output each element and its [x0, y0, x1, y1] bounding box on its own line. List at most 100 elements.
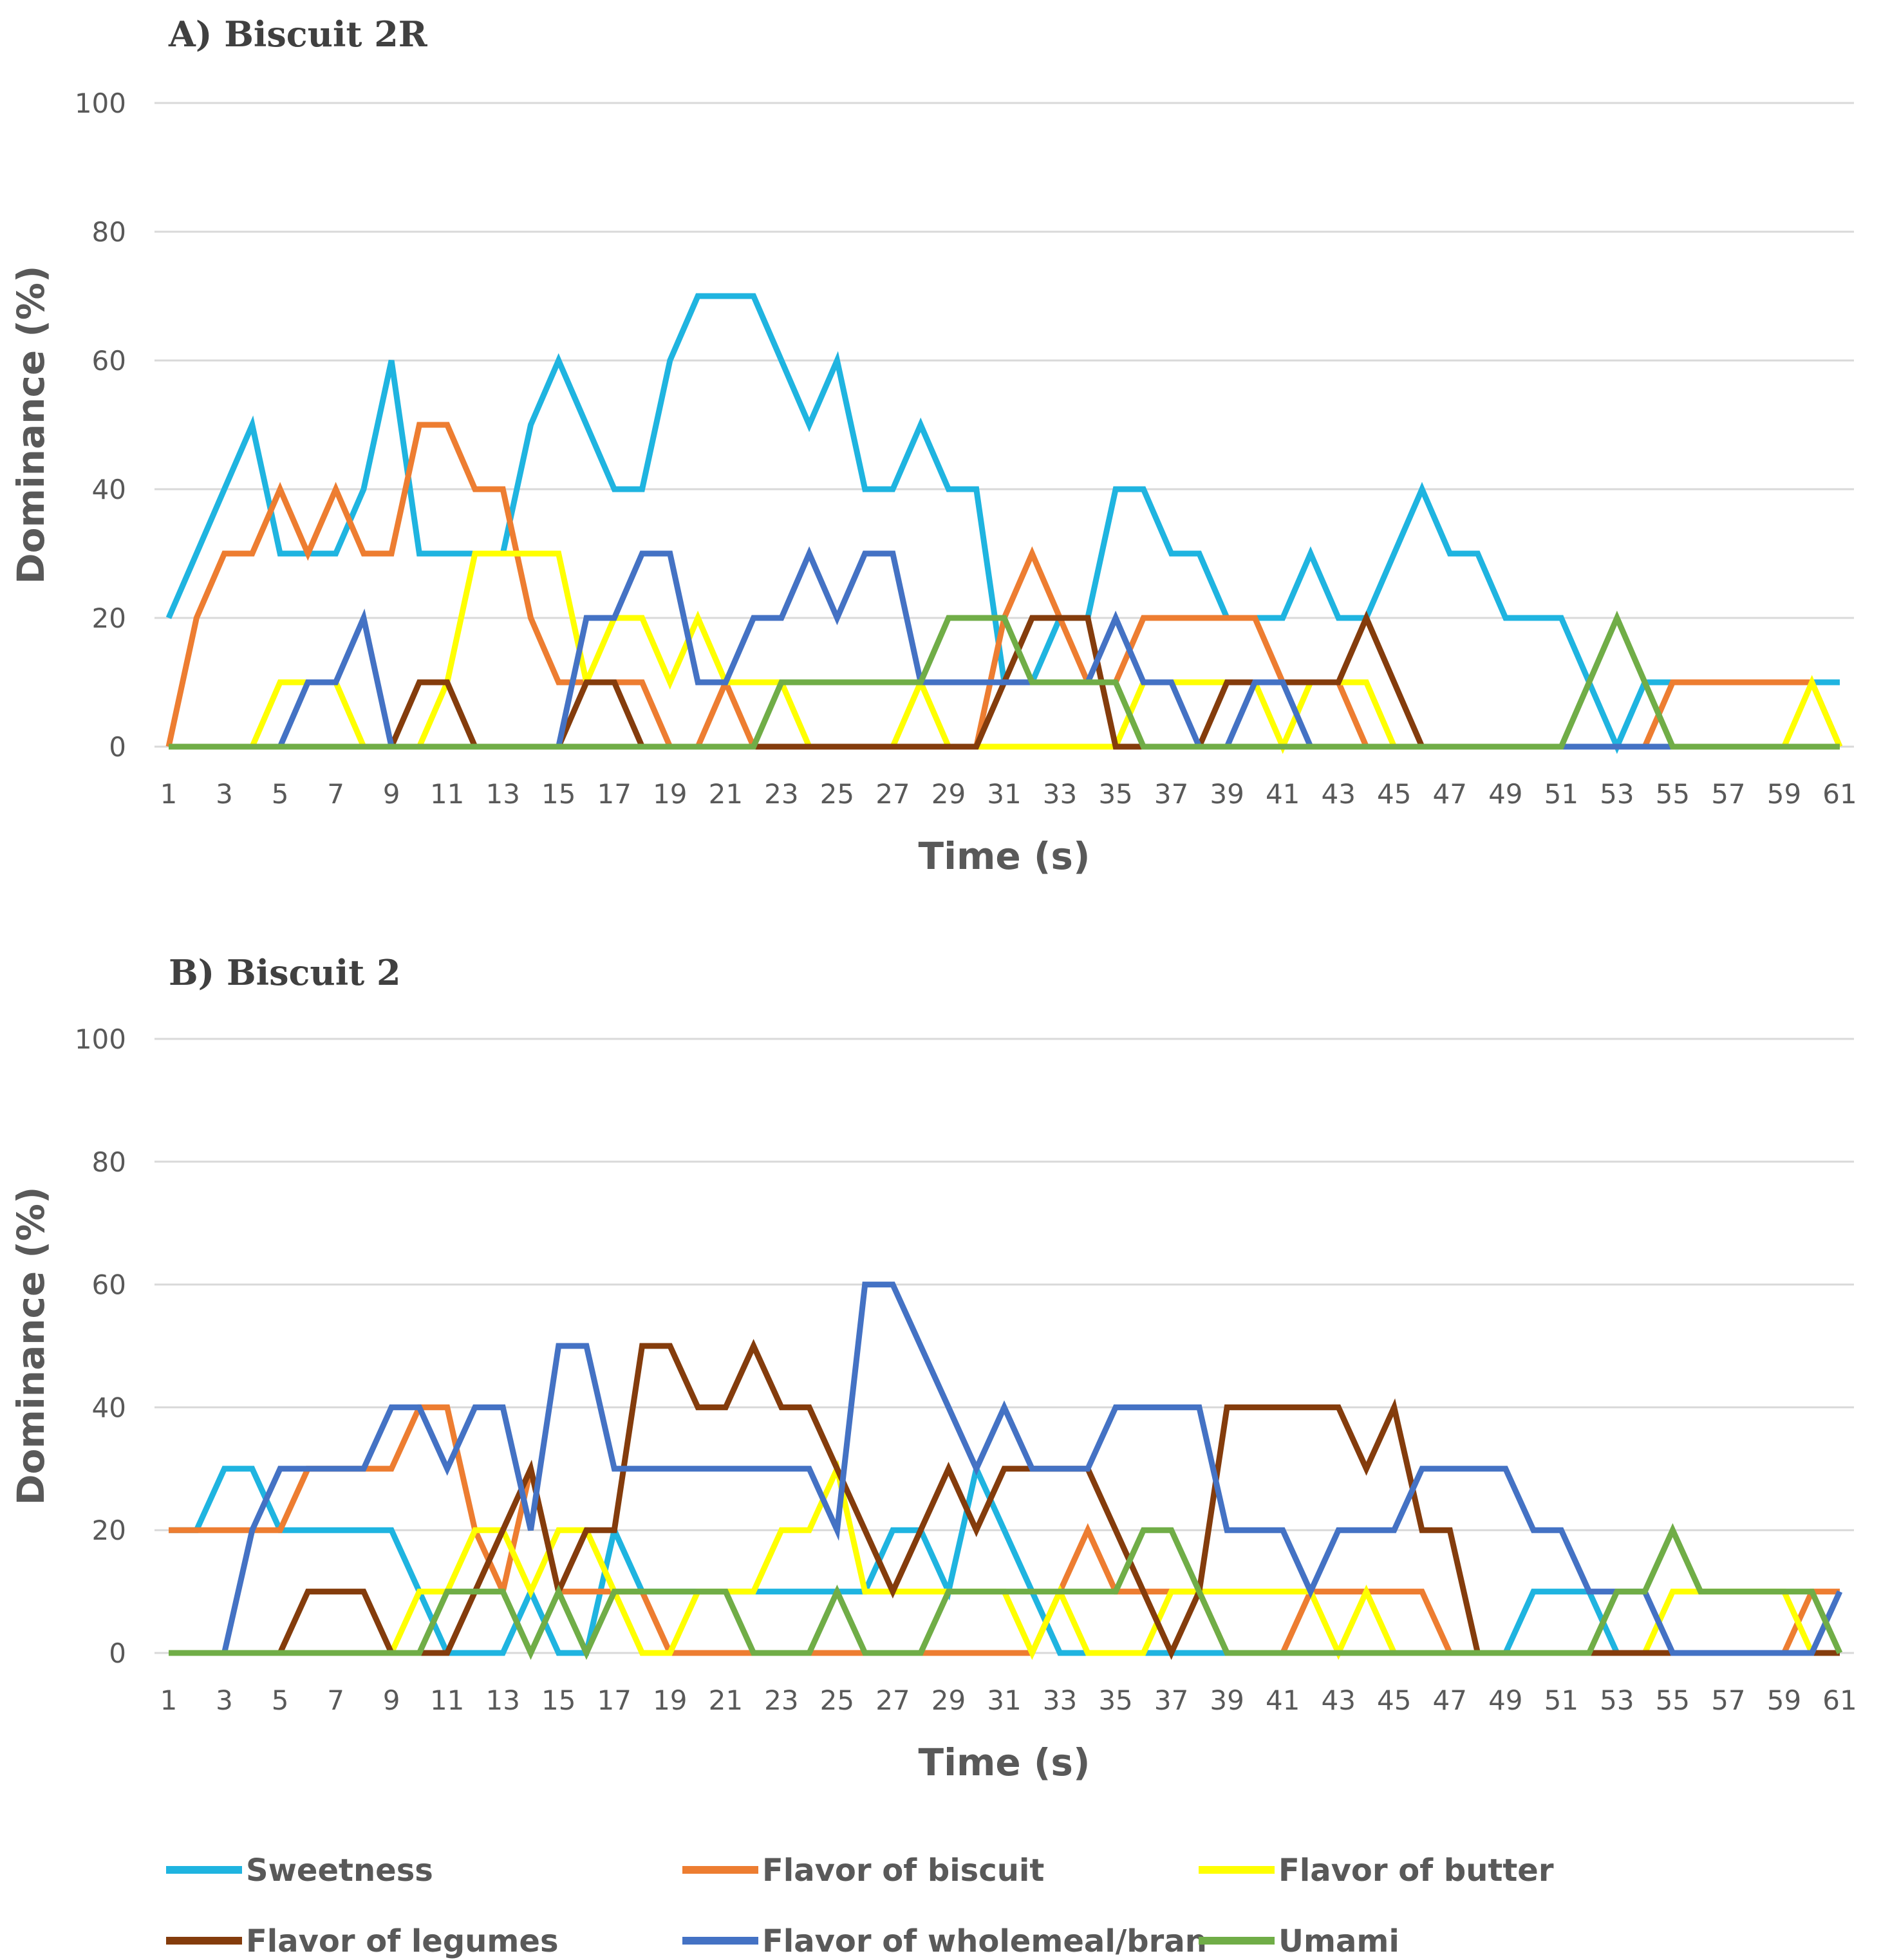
x-tick-label: 9 [383, 1685, 400, 1716]
x-tick-label: 25 [820, 1685, 854, 1716]
x-tick-label: 19 [653, 778, 687, 810]
x-tick-label: 3 [216, 1685, 233, 1716]
y-tick-label: 100 [75, 88, 126, 119]
x-tick-label: 51 [1544, 1685, 1578, 1716]
y-tick-label: 80 [92, 1146, 126, 1178]
x-tick-label: 17 [597, 778, 632, 810]
x-tick-label: 51 [1544, 778, 1578, 810]
x-tick-label: 57 [1711, 778, 1745, 810]
x-tick-label: 31 [987, 778, 1021, 810]
legend-label: Umami [1278, 1923, 1399, 1959]
y-tick-label: 20 [92, 1515, 126, 1546]
x-tick-label: 39 [1210, 778, 1244, 810]
x-tick-label: 53 [1600, 778, 1634, 810]
legend-label: Flavor of wholemeal/bran [762, 1923, 1207, 1959]
x-tick-label: 13 [485, 778, 519, 810]
x-tick-label: 55 [1656, 1685, 1690, 1716]
x-tick-label: 57 [1711, 1685, 1745, 1716]
series-line-umami [169, 610, 1840, 750]
x-tick-label: 41 [1266, 778, 1300, 810]
x-tick-label: 9 [383, 778, 400, 810]
chart-a-title: A) Biscuit 2R [168, 14, 428, 55]
x-tick-label: 59 [1767, 1685, 1801, 1716]
series-line-flavor-of-wholemeal-bran [169, 1282, 1843, 1656]
x-tick-label: 29 [931, 1685, 966, 1716]
x-tick-label: 19 [653, 1685, 687, 1716]
x-tick-label: 61 [1822, 1685, 1857, 1716]
x-tick-label: 33 [1043, 778, 1077, 810]
x-tick-label: 23 [764, 1685, 798, 1716]
x-tick-label: 1 [160, 778, 178, 810]
y-tick-label: 0 [109, 1638, 126, 1669]
x-tick-label: 37 [1154, 1685, 1188, 1716]
legend: Sweetness Flavor of biscuit Flavor of butt… [166, 1853, 1554, 1959]
y-tick-label: 40 [92, 474, 126, 505]
legend-item-umami: Umami [1199, 1923, 1399, 1959]
x-tick-label: 47 [1433, 1685, 1467, 1716]
x-tick-label: 43 [1321, 1685, 1355, 1716]
x-tick-label: 37 [1154, 778, 1188, 810]
x-tick-label: 1 [160, 1685, 178, 1716]
x-tick-label: 27 [875, 1685, 910, 1716]
x-tick-label: 25 [820, 778, 854, 810]
series-line-umami [169, 1523, 1843, 1660]
x-tick-label: 47 [1433, 778, 1467, 810]
x-tick-label: 49 [1488, 1685, 1522, 1716]
x-tick-label: 39 [1210, 1685, 1244, 1716]
y-tick-label: 80 [92, 216, 126, 248]
x-tick-label: 11 [430, 778, 464, 810]
chart-b-title: B) Biscuit 2 [169, 952, 401, 993]
y-tick-label: 60 [92, 1269, 126, 1301]
x-tick-label: 41 [1266, 1685, 1300, 1716]
legend-item-flavor-of-butter: Flavor of butter [1199, 1853, 1554, 1889]
x-tick-label: 3 [216, 778, 233, 810]
x-tick-label: 45 [1377, 778, 1411, 810]
legend-item-flavor-of-legumes: Flavor of legumes [166, 1923, 559, 1959]
y-axis-title: Dominance (%) [9, 265, 53, 584]
x-tick-label: 31 [987, 1685, 1021, 1716]
x-tick-label: 13 [485, 1685, 519, 1716]
x-tick-label: 61 [1822, 778, 1857, 810]
x-tick-label: 7 [327, 1685, 344, 1716]
x-tick-label: 55 [1656, 778, 1690, 810]
x-tick-label: 7 [327, 778, 344, 810]
x-tick-label: 29 [931, 778, 966, 810]
x-tick-label: 5 [272, 1685, 289, 1716]
x-tick-label: 27 [875, 778, 910, 810]
legend-label: Flavor of butter [1278, 1853, 1554, 1889]
x-tick-label: 17 [597, 1685, 632, 1716]
y-tick-label: 20 [92, 602, 126, 634]
x-tick-label: 15 [541, 1685, 575, 1716]
x-tick-label: 5 [272, 778, 289, 810]
x-tick-label: 21 [709, 778, 743, 810]
x-tick-label: 49 [1488, 778, 1522, 810]
y-tick-label: 60 [92, 345, 126, 377]
legend-label: Sweetness [246, 1853, 433, 1889]
x-tick-label: 21 [709, 1685, 743, 1716]
x-axis-title: Time (s) [919, 834, 1090, 878]
x-tick-label: 11 [430, 1685, 464, 1716]
y-tick-label: 100 [75, 1023, 126, 1055]
legend-label: Flavor of legumes [246, 1923, 559, 1959]
legend-item-sweetness: Sweetness [166, 1853, 433, 1889]
legend-label: Flavor of biscuit [762, 1853, 1044, 1889]
x-axis-title: Time (s) [919, 1741, 1090, 1784]
x-tick-label: 35 [1098, 778, 1132, 810]
x-tick-label: 35 [1098, 1685, 1132, 1716]
y-tick-label: 0 [109, 731, 126, 763]
legend-item-flavor-of-wholemeal-bran: Flavor of wholemeal/bran [682, 1923, 1207, 1959]
x-tick-label: 59 [1767, 778, 1801, 810]
x-tick-label: 15 [541, 778, 575, 810]
y-tick-label: 40 [92, 1392, 126, 1423]
x-tick-label: 45 [1377, 1685, 1411, 1716]
legend-item-flavor-of-biscuit: Flavor of biscuit [682, 1853, 1044, 1889]
x-tick-label: 43 [1321, 778, 1355, 810]
x-tick-label: 33 [1043, 1685, 1077, 1716]
x-tick-label: 23 [764, 778, 798, 810]
y-axis-title: Dominance (%) [9, 1186, 53, 1505]
